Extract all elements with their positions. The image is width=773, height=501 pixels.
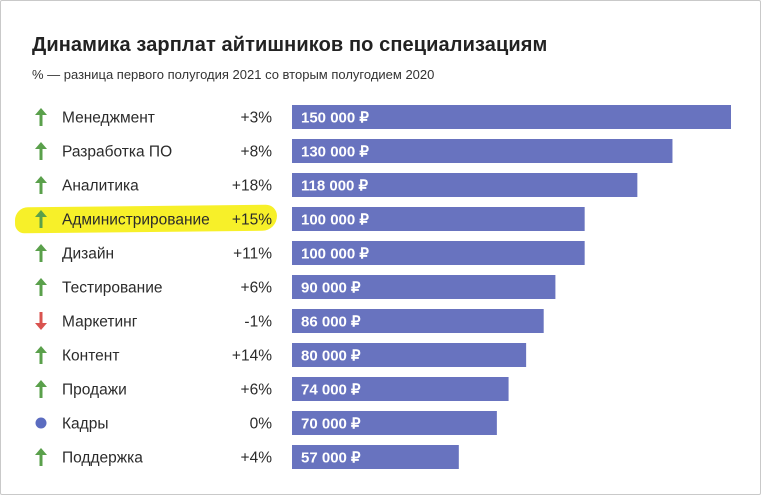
change-label: +6% bbox=[241, 280, 273, 297]
value-label: 90 000 ₽ bbox=[301, 280, 361, 297]
category-label: Менеджмент bbox=[62, 110, 155, 127]
change-label: +14% bbox=[232, 348, 272, 365]
category-label: Дизайн bbox=[62, 246, 114, 263]
value-label: 74 000 ₽ bbox=[301, 382, 361, 399]
category-label: Контент bbox=[62, 348, 119, 365]
change-label: +3% bbox=[241, 110, 273, 127]
bar bbox=[292, 377, 509, 401]
bar bbox=[292, 207, 585, 231]
change-label: -1% bbox=[244, 314, 272, 331]
category-label: Разработка ПО bbox=[62, 144, 172, 161]
value-label: 80 000 ₽ bbox=[301, 348, 361, 365]
bar bbox=[292, 445, 459, 469]
bar bbox=[292, 105, 731, 129]
arrow-up-icon bbox=[35, 210, 47, 228]
chart-card: Динамика зарплат айтишников по специализ… bbox=[0, 0, 761, 495]
value-label: 118 000 ₽ bbox=[301, 178, 369, 195]
value-label: 150 000 ₽ bbox=[301, 110, 369, 127]
value-label: 100 000 ₽ bbox=[301, 212, 369, 229]
category-label: Поддержка bbox=[62, 450, 143, 467]
category-label: Аналитика bbox=[62, 178, 139, 195]
value-label: 86 000 ₽ bbox=[301, 314, 361, 331]
change-label: +11% bbox=[233, 246, 272, 263]
arrow-up-icon bbox=[35, 142, 47, 160]
change-label: +18% bbox=[232, 178, 272, 195]
value-label: 100 000 ₽ bbox=[301, 246, 369, 263]
bar bbox=[292, 411, 497, 435]
change-label: 0% bbox=[250, 416, 273, 433]
arrow-down-icon bbox=[35, 312, 47, 330]
chart-subtitle: % — разница первого полугодия 2021 со вт… bbox=[32, 67, 435, 82]
value-label: 57 000 ₽ bbox=[301, 450, 361, 467]
category-label: Кадры bbox=[62, 416, 108, 433]
bar bbox=[292, 173, 638, 197]
change-label: +8% bbox=[241, 144, 273, 161]
category-label: Маркетинг bbox=[62, 314, 138, 331]
value-label: 130 000 ₽ bbox=[301, 144, 369, 161]
category-label: Тестирование bbox=[62, 280, 163, 297]
arrow-up-icon bbox=[35, 448, 47, 466]
value-label: 70 000 ₽ bbox=[301, 416, 361, 433]
arrow-up-icon bbox=[35, 108, 47, 126]
arrow-up-icon bbox=[35, 380, 47, 398]
category-label: Продажи bbox=[62, 382, 127, 399]
change-label: +15% bbox=[232, 212, 272, 229]
arrow-up-icon bbox=[35, 176, 47, 194]
change-label: +4% bbox=[241, 450, 273, 467]
bar bbox=[292, 139, 673, 163]
change-label: +6% bbox=[241, 382, 273, 399]
bar bbox=[292, 343, 527, 367]
bar bbox=[292, 275, 556, 299]
arrow-up-icon bbox=[35, 244, 47, 262]
category-label: Администрирование bbox=[62, 212, 210, 229]
bar bbox=[292, 309, 544, 333]
arrow-up-icon bbox=[35, 278, 47, 296]
salary-bar-chart: Менеджмент +3% 150 000 ₽ Разработка ПО +8% 13… bbox=[35, 105, 731, 469]
bar bbox=[292, 241, 585, 265]
chart-title: Динамика зарплат айтишников по специализ… bbox=[32, 34, 548, 56]
arrow-up-icon bbox=[35, 346, 47, 364]
neutral-dot-icon bbox=[35, 417, 47, 429]
